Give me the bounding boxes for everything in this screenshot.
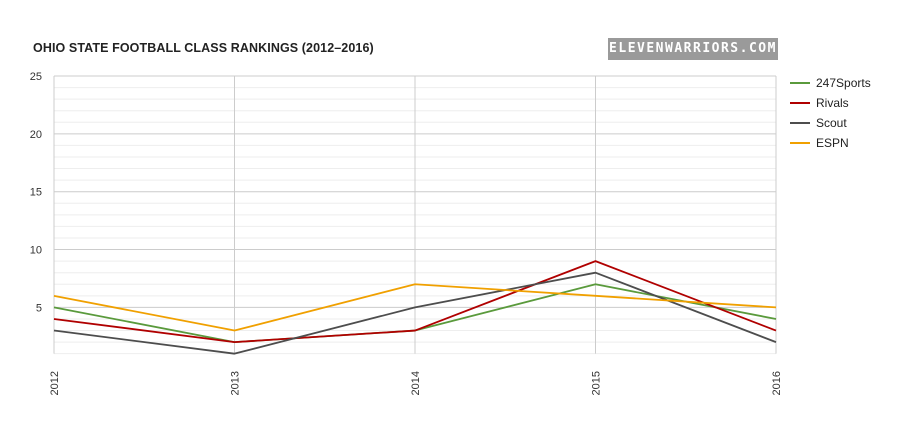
x-axis-tick-labels: 2012 2013 2014 2015 2016 <box>49 371 783 395</box>
y-tick-label: 15 <box>30 187 42 199</box>
legend-label: ESPN <box>816 136 849 150</box>
legend-swatch <box>790 122 810 124</box>
y-tick-label: 5 <box>36 302 42 314</box>
legend-item[interactable]: 247Sports <box>790 73 871 93</box>
x-tick-label: 2013 <box>230 371 242 395</box>
legend-swatch <box>790 142 810 144</box>
legend-item[interactable]: Scout <box>790 113 871 133</box>
series-line-rivals <box>53 260 777 344</box>
legend-item[interactable]: ESPN <box>790 133 871 153</box>
legend: 247Sports Rivals Scout ESPN <box>790 73 871 153</box>
y-axis-tick-labels: 5 10 15 20 25 <box>30 71 42 314</box>
x-tick-label: 2014 <box>410 371 422 395</box>
x-tick-label: 2016 <box>771 371 783 395</box>
legend-label: Rivals <box>816 96 849 110</box>
legend-swatch <box>790 102 810 104</box>
chart-title: OHIO STATE FOOTBALL CLASS RANKINGS (2012… <box>33 41 374 55</box>
series-line-espn <box>53 283 777 332</box>
legend-label: Scout <box>816 116 847 130</box>
series-line-scout <box>53 271 777 355</box>
y-tick-label: 25 <box>30 71 42 83</box>
x-tick-label: 2015 <box>591 371 603 395</box>
legend-item[interactable]: Rivals <box>790 93 871 113</box>
x-tick-label: 2012 <box>49 371 61 395</box>
series-lines <box>53 260 777 355</box>
y-tick-label: 10 <box>30 245 42 257</box>
y-tick-label: 20 <box>30 129 42 141</box>
brand-logo: ELEVENWARRIORS.COM <box>608 38 778 60</box>
legend-swatch <box>790 82 810 84</box>
legend-label: 247Sports <box>816 76 871 90</box>
